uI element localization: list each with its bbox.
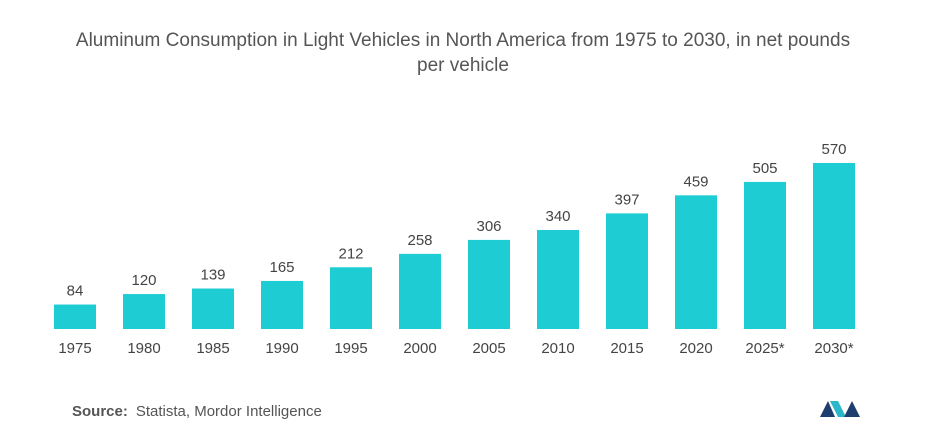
- data-label: 459: [683, 173, 708, 190]
- bar: [537, 229, 579, 329]
- x-tick-label: 1995: [334, 340, 367, 357]
- data-label: 505: [752, 160, 777, 177]
- data-label: 84: [67, 283, 84, 300]
- x-tick-label: 2015: [610, 340, 643, 357]
- x-tick-label: 1980: [127, 340, 160, 357]
- data-label: 570: [821, 141, 846, 158]
- bar: [123, 294, 165, 329]
- x-tick-label: 2005: [472, 340, 505, 357]
- x-tick-label: 1990: [265, 340, 298, 357]
- bar: [606, 213, 648, 329]
- data-label: 306: [476, 218, 501, 235]
- logo-part: [820, 401, 835, 417]
- bar: [330, 267, 372, 329]
- source: Source: Statista, Mordor Intelligence: [72, 403, 322, 420]
- data-label: 340: [545, 208, 570, 225]
- source-label: Source:: [72, 403, 128, 420]
- data-label: 258: [407, 232, 432, 249]
- source-text: Statista, Mordor Intelligence: [135, 403, 322, 420]
- x-tick-label: 1985: [196, 340, 229, 357]
- chart-title: Aluminum Consumption in Light Vehicles i…: [75, 30, 851, 76]
- data-label: 120: [131, 272, 156, 289]
- bar: [468, 239, 510, 329]
- data-label: 139: [200, 267, 225, 284]
- bar: [813, 163, 855, 329]
- x-tick-label: 2020: [679, 340, 712, 357]
- bar: [744, 181, 786, 329]
- bar: [261, 280, 303, 329]
- x-tick-label: 2010: [541, 340, 574, 357]
- logo-part: [830, 401, 846, 417]
- bar: [192, 288, 234, 329]
- logo: [820, 401, 860, 417]
- bar: [399, 253, 441, 329]
- data-label: 397: [614, 191, 639, 208]
- x-tick-label: 1975: [58, 340, 91, 357]
- data-label: 165: [269, 259, 294, 276]
- bar: [675, 195, 717, 329]
- x-tick-label: 2025*: [745, 340, 784, 357]
- data-label: 212: [338, 245, 363, 262]
- x-tick-label: 2030*: [814, 340, 853, 357]
- x-tick-label: 2000: [403, 340, 436, 357]
- bar: [54, 304, 96, 329]
- logo-part: [844, 401, 860, 417]
